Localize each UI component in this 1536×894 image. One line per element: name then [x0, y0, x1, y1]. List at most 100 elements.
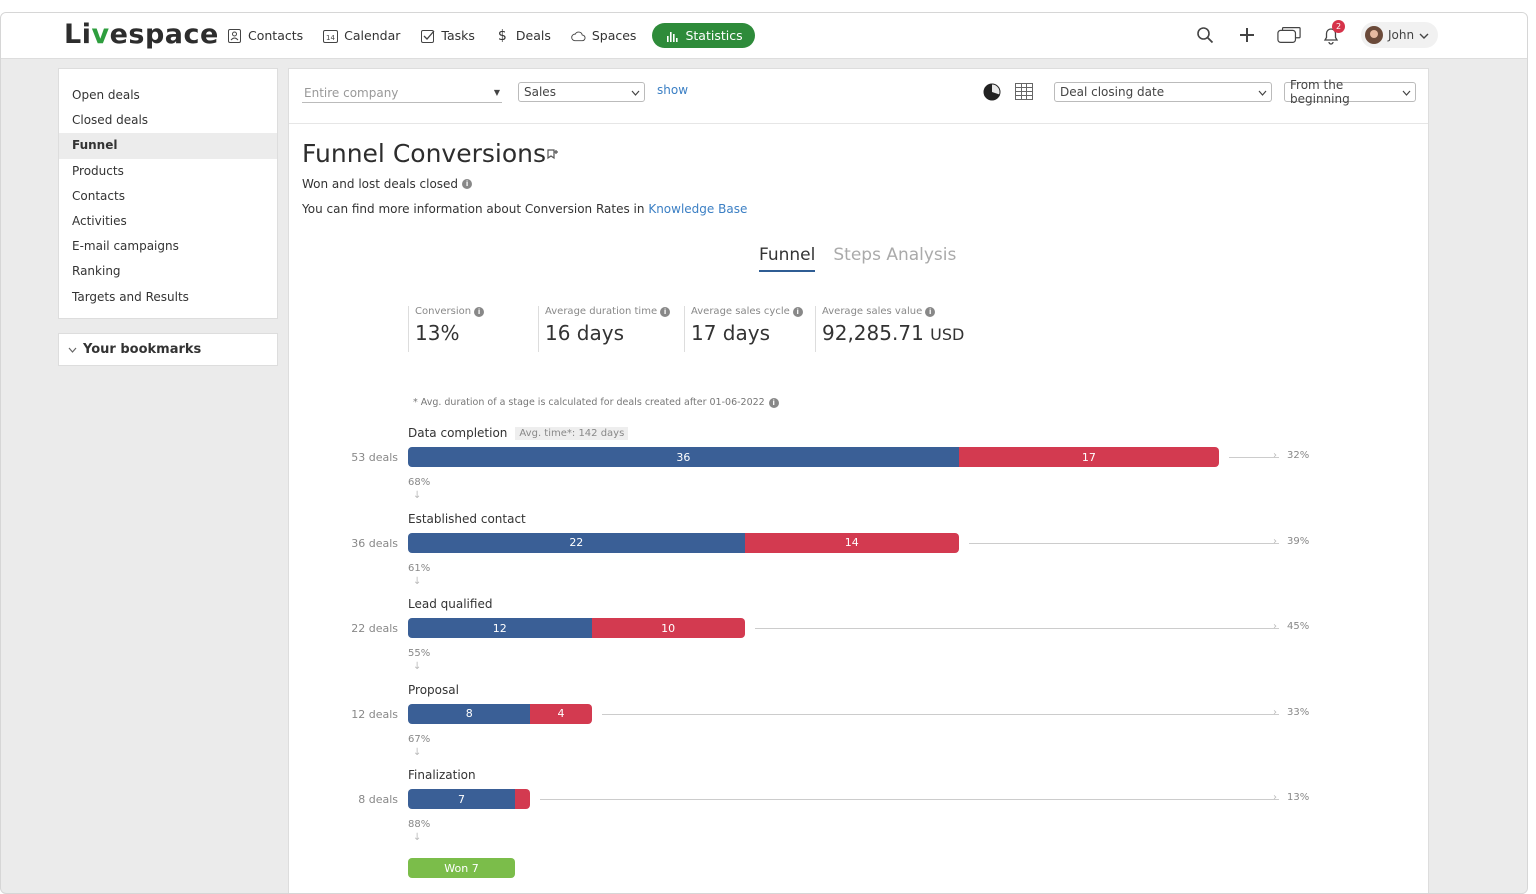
period-select[interactable]: From the beginning: [1284, 78, 1416, 106]
stage-bar-won-segment[interactable]: 8: [408, 703, 531, 724]
bookmark-pin-icon[interactable]: [545, 149, 559, 166]
info-icon[interactable]: i: [925, 306, 936, 317]
chevron-down-icon: [68, 342, 77, 357]
top-navigation-bar: Livespace Contacts 14 Calendar Tasks $ D…: [1, 13, 1527, 59]
bookmarks-toggle[interactable]: Your bookmarks: [58, 333, 278, 366]
main-panel: Entire company ▼ Sales show Deal closing…: [288, 68, 1429, 893]
stage-connector-line: [754, 628, 1279, 629]
stage-label: Lead qualified: [408, 597, 492, 611]
info-icon[interactable]: i: [768, 397, 779, 408]
nav-spaces[interactable]: Spaces: [567, 23, 647, 48]
sidebar-item-open-deals[interactable]: Open deals: [72, 88, 140, 102]
arrow-down-icon: ↓: [413, 746, 422, 758]
show-link[interactable]: show: [657, 83, 689, 97]
stage-pass-percent: 88%: [408, 819, 431, 830]
won-final-bar[interactable]: Won 7: [408, 858, 515, 878]
stage-connector-line: [540, 799, 1279, 800]
stage-bar[interactable]: 7: [408, 789, 531, 809]
stage-bar-won-segment[interactable]: 22: [408, 532, 745, 553]
stage-bar-lost-segment[interactable]: 14: [744, 532, 959, 553]
stage-lost-percent: 13%: [1287, 792, 1310, 803]
stage-name: Lead qualified: [408, 597, 493, 611]
date-field-select[interactable]: Deal closing date: [1054, 82, 1272, 102]
stage-bar[interactable]: 12 10: [408, 618, 745, 638]
stage-bar-lost-segment[interactable]: 4: [530, 703, 592, 724]
nav-statistics[interactable]: Statistics: [652, 23, 755, 48]
notifications-bell-icon[interactable]: 2: [1319, 20, 1345, 47]
filter-bar: Entire company ▼ Sales show Deal closing…: [289, 69, 1428, 124]
arrow-right-icon: ›: [1273, 621, 1277, 632]
user-menu[interactable]: John: [1361, 22, 1439, 48]
sidebar-item-e-mail-campaigns[interactable]: E-mail campaigns: [72, 239, 179, 254]
stage-name: Established contact: [408, 511, 526, 526]
arrow-right-icon: ›: [1273, 706, 1277, 718]
stage-deals-count: 8 deals: [358, 793, 398, 806]
stage-label: Data completion Avg. time*: 142 days: [408, 426, 629, 440]
statistics-sidebar: Open deals Closed deals Funnel Products Cont…: [58, 68, 278, 319]
stage-bar-lost-segment[interactable]: [515, 789, 531, 809]
messages-icon[interactable]: [1277, 23, 1301, 47]
info-icon[interactable]: i: [792, 306, 803, 317]
livespace-logo[interactable]: Livespace: [64, 19, 219, 50]
stage-lost-percent: 32%: [1287, 450, 1310, 461]
avatar: [1365, 26, 1383, 44]
notification-badge: 2: [1332, 20, 1345, 33]
stage-bar-lost-segment[interactable]: 10: [591, 618, 745, 638]
nav-tasks[interactable]: Tasks: [416, 23, 485, 48]
sidebar-item-activities[interactable]: Activities: [72, 213, 127, 228]
cloud-icon: [571, 28, 586, 43]
dollar-icon: $: [497, 27, 507, 44]
stage-bar-lost-segment[interactable]: 17: [958, 447, 1219, 467]
sidebar-item-ranking[interactable]: Ranking: [72, 264, 121, 279]
pie-chart-view-icon[interactable]: [983, 83, 1001, 104]
stage-bar-won-segment[interactable]: 7: [408, 789, 516, 809]
sidebar-item-products[interactable]: Products: [72, 163, 124, 178]
stage-pass-percent: 67%: [408, 733, 431, 745]
stage-connector-line: [601, 713, 1279, 715]
stage-deals-count: 53 deals: [351, 451, 398, 464]
info-icon[interactable]: i: [462, 179, 473, 189]
page-title: Funnel Conversions: [302, 139, 547, 168]
nav-contacts[interactable]: Contacts: [223, 23, 313, 48]
sidebar-item-closed-deals[interactable]: Closed deals: [72, 113, 149, 128]
nav-deals[interactable]: $ Deals: [491, 23, 561, 48]
arrow-down-icon: ↓: [413, 661, 422, 672]
tab-funnel[interactable]: Funnel: [759, 245, 816, 272]
company-select[interactable]: Entire company ▼: [302, 83, 502, 103]
sidebar-item-contacts[interactable]: Contacts: [72, 188, 125, 203]
knowledge-base-link[interactable]: Knowledge Base: [648, 202, 748, 216]
stage-avg-time: Avg. time*: 142 days: [515, 426, 629, 440]
info-icon[interactable]: i: [474, 306, 485, 317]
tab-steps-analysis[interactable]: Steps Analysis: [833, 245, 957, 265]
stat-conversion: Conversion i 13%: [408, 306, 538, 352]
page-subtitle: Won and lost deals closed i: [302, 177, 473, 191]
stage-lost-percent: 39%: [1287, 535, 1310, 547]
arrow-right-icon: ›: [1273, 535, 1277, 547]
stage-deals-count: 12 deals: [351, 707, 398, 721]
stage-label: Established contact: [408, 512, 526, 526]
stage-bar-won-segment[interactable]: 12: [408, 618, 592, 638]
table-view-icon[interactable]: [1015, 83, 1033, 103]
nav-calendar[interactable]: 14 Calendar: [319, 23, 410, 48]
stage-bar-won-segment[interactable]: 36: [408, 447, 959, 467]
sidebar-item-funnel[interactable]: Funnel: [59, 133, 277, 159]
info-text: You can find more information about Conv…: [302, 202, 748, 216]
bar-chart-icon: [664, 28, 679, 43]
stage-name: Data completion: [408, 426, 508, 440]
stage-bar[interactable]: 36 17: [408, 447, 1219, 467]
stage-pass-percent: 61%: [408, 562, 431, 574]
stage-connector-line: [968, 542, 1279, 544]
caret-down-icon: ▼: [493, 88, 500, 97]
search-icon[interactable]: [1193, 23, 1217, 47]
sidebar-item-targets-and-results[interactable]: Targets and Results: [72, 289, 189, 304]
stage-bar[interactable]: 22 14: [408, 532, 959, 553]
pipeline-select[interactable]: Sales: [518, 82, 645, 102]
info-icon[interactable]: i: [660, 306, 671, 317]
stage-name: Finalization: [408, 768, 476, 782]
arrow-down-icon: ↓: [413, 832, 422, 843]
stage-connector-line: [1229, 457, 1279, 458]
arrow-down-icon: ↓: [413, 575, 422, 587]
add-icon[interactable]: [1235, 23, 1259, 47]
avg-duration-note: * Avg. duration of a stage is calculated…: [413, 397, 779, 408]
